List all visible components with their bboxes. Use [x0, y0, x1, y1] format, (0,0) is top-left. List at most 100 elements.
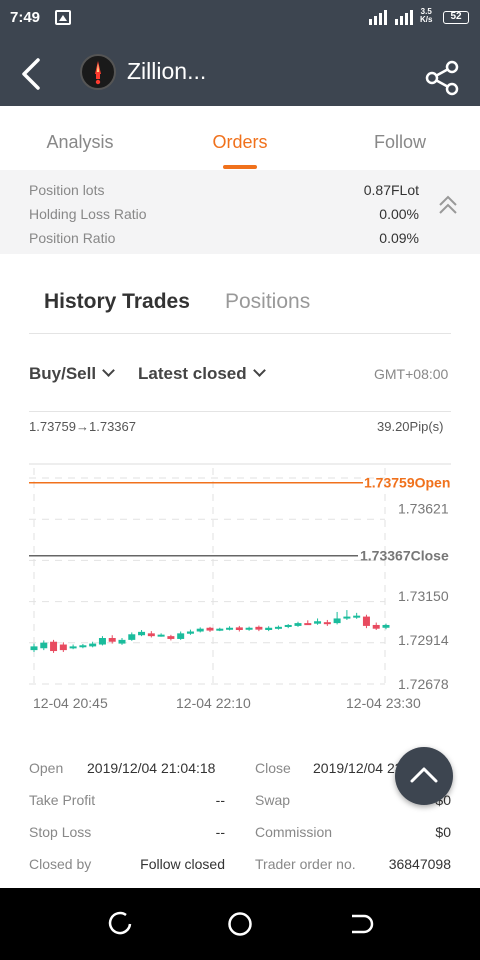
open-label: Open — [29, 760, 64, 776]
tab-orders[interactable]: Orders — [212, 132, 268, 152]
signal-icon — [369, 10, 387, 25]
candle — [118, 638, 126, 645]
candle-body — [40, 642, 48, 649]
positions-tab[interactable]: Positions — [225, 290, 311, 313]
candle — [30, 643, 38, 652]
candle-body — [265, 627, 273, 630]
tab-follow[interactable]: Follow — [373, 132, 426, 152]
tab-bar: Analysis Orders Follow — [0, 106, 480, 170]
candle — [274, 625, 282, 630]
candle-body — [128, 634, 136, 640]
candle-body — [294, 623, 302, 626]
candle — [245, 626, 253, 631]
candle — [265, 626, 273, 632]
trader-order-label: Trader order no. — [255, 856, 356, 872]
candle-body — [372, 624, 380, 629]
position-lots-label: Position lots — [29, 182, 105, 198]
candle-body — [118, 639, 126, 644]
chart-candles — [30, 610, 390, 653]
x-tick-label: 12-04 23:30 — [346, 695, 421, 711]
buy-sell-filter-label: Buy/Sell — [29, 364, 97, 383]
candle-body — [186, 631, 194, 634]
divider — [29, 411, 451, 412]
position-ratio-value: 0.09% — [379, 230, 419, 246]
chevron-up-icon — [410, 767, 438, 783]
candle-body — [382, 624, 390, 628]
tab-analysis[interactable]: Analysis — [46, 132, 114, 152]
candle — [284, 624, 292, 629]
candle-body — [138, 631, 146, 636]
candle — [138, 630, 146, 637]
y-tick-label: 1.72678 — [398, 676, 449, 692]
back-arrow-icon[interactable] — [18, 56, 48, 92]
candle-body — [89, 643, 97, 647]
candle-body — [69, 646, 77, 649]
holding-loss-label: Holding Loss Ratio — [29, 206, 147, 222]
collapse-chevron-icon[interactable] — [437, 194, 459, 216]
signal-icon-2 — [395, 10, 413, 25]
candle — [372, 622, 380, 630]
candle-body — [206, 627, 214, 631]
candle-body — [226, 627, 234, 630]
trader-avatar[interactable] — [80, 54, 116, 90]
candle — [226, 626, 234, 631]
candle-body — [167, 636, 175, 639]
candle — [382, 623, 390, 630]
candle — [69, 644, 77, 650]
back-nav-icon[interactable] — [346, 910, 374, 938]
candle-body — [196, 628, 204, 632]
sl-label: Stop Loss — [29, 824, 92, 840]
position-lots-value: 0.87FLot — [363, 182, 419, 198]
sort-filter[interactable]: Latest closed — [138, 364, 266, 384]
take-profit-label: Take Profit — [29, 792, 95, 808]
chevron-down-icon — [102, 364, 115, 377]
candle-body — [235, 627, 243, 630]
active-tab-indicator — [223, 165, 257, 169]
timezone-label: GMT+08:00 — [374, 366, 449, 382]
stop-loss-value: -- — [215, 824, 225, 840]
buy-sell-filter[interactable]: Buy/Sell — [29, 364, 115, 384]
home-icon[interactable] — [226, 910, 254, 938]
chart-x-ticks: 12-04 20:45 12-04 22:10 12-04 23:30 — [33, 695, 421, 711]
x-tick-label: 12-04 22:10 — [176, 695, 251, 711]
candle — [362, 614, 370, 629]
y-tick-label: 1.72914 — [398, 632, 449, 648]
trade-pips: 39.20Pip(s) — [377, 419, 444, 434]
trade-price-range: 1.73759→1.73367 — [29, 419, 136, 434]
candle — [323, 619, 331, 626]
candle — [128, 632, 136, 641]
candle — [177, 631, 185, 640]
candle-body — [216, 628, 224, 631]
history-trades-tab[interactable]: History Trades — [44, 290, 190, 313]
system-nav-bar — [0, 888, 480, 960]
summary-row: Holding Loss Ratio 0.00% — [29, 206, 419, 222]
candle — [304, 620, 312, 626]
scroll-to-top-button[interactable] — [395, 747, 453, 805]
x-tick-label: 12-04 20:45 — [33, 695, 108, 711]
position-summary: Position lots 0.87FLot Holding Loss Rati… — [0, 170, 480, 254]
candle-body — [255, 626, 263, 630]
candle — [167, 634, 175, 641]
candle — [108, 635, 116, 644]
candle — [157, 633, 165, 637]
candle — [89, 641, 97, 648]
sort-filter-label: Latest closed — [138, 364, 247, 383]
candle — [333, 611, 341, 625]
position-ratio-label: Position Ratio — [29, 230, 116, 246]
candle — [255, 625, 263, 632]
status-bar: 7:49 3.5 K/s 52 — [0, 0, 480, 36]
candle-body — [362, 616, 370, 626]
candle-body — [50, 641, 58, 652]
closed-by-value: Follow closed — [140, 856, 225, 872]
open-time-label: Open — [29, 760, 63, 776]
status-time: 7:49 — [10, 9, 41, 26]
trader-order-value: 36847098 — [388, 856, 451, 872]
swap-label-text: Swap — [255, 792, 291, 808]
close-time-label: Close — [255, 760, 291, 776]
gallery-notification-icon — [55, 10, 71, 25]
commission-label: Commission — [255, 824, 332, 840]
share-icon[interactable] — [424, 60, 460, 96]
candle-body — [314, 621, 322, 624]
recent-apps-icon[interactable] — [106, 910, 134, 938]
